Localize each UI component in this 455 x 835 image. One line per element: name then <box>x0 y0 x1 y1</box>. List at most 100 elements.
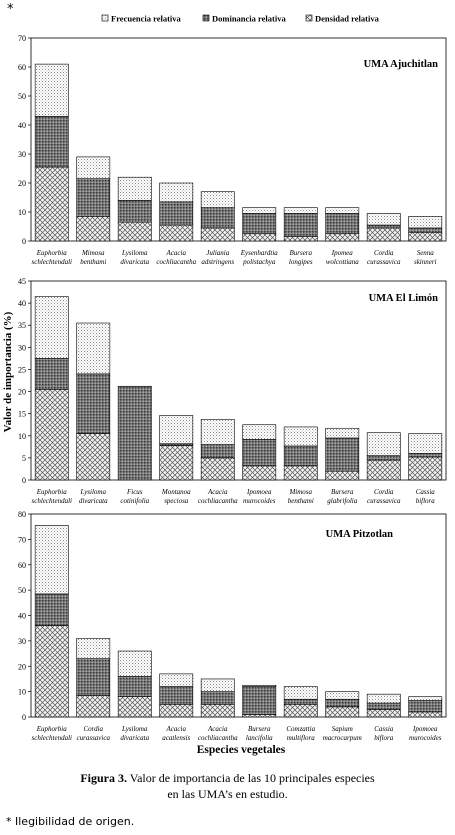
bar-segment <box>325 213 360 235</box>
bar-segment <box>34 593 69 626</box>
y-tick-label: 25 <box>18 365 26 374</box>
bar-segment <box>283 445 318 467</box>
figure-caption: Figura 3. Valor de importancia de las 10… <box>0 770 455 802</box>
legend-swatch <box>305 14 313 22</box>
bar-segment <box>325 691 360 700</box>
caption-label: Figura 3. <box>80 771 127 785</box>
x-tick-label: acatlensis <box>162 734 190 742</box>
bar-segment <box>408 456 443 481</box>
y-tick-label: 45 <box>18 277 26 286</box>
x-tick-label: benthami <box>80 258 106 266</box>
bar-segment <box>283 207 318 214</box>
chart-panel-3: 0 10 20 30 40 50 60 70 80 UMA Pitzotlan Euphorbias… <box>18 510 447 742</box>
x-tick-label: Euphorbia <box>36 488 67 496</box>
bar-segment <box>159 704 194 718</box>
bar-segment <box>76 433 111 481</box>
x-tick-label: murocoides <box>409 734 442 742</box>
x-tick-label: biflora <box>416 497 436 505</box>
x-tick-label: divaricata <box>120 734 149 742</box>
x-tick-label: Cordia <box>374 249 394 257</box>
caption-line2: en las UMA’s en estudio. <box>167 787 288 801</box>
bar-segment <box>283 704 318 718</box>
x-tick-label: Comzattia <box>286 725 315 733</box>
x-tick-label: Ficus <box>126 488 143 496</box>
bar-segment <box>76 156 111 179</box>
legend-label: Frecuencia relativa <box>111 14 182 24</box>
chart-title: UMA El Limón <box>369 293 439 304</box>
x-tick-label: biflora <box>374 734 394 742</box>
bar-segment <box>408 696 443 701</box>
x-tick-label: macrocarpum <box>323 734 362 742</box>
x-tick-label: Bursera <box>248 725 271 733</box>
bar-segment <box>76 178 111 217</box>
x-tick-label: schlechtendali <box>32 497 72 505</box>
x-tick-label: schlechtendali <box>32 734 72 742</box>
bar-segment <box>283 698 318 705</box>
x-tick-label: Cassia <box>374 725 394 733</box>
bar-segment <box>242 213 277 235</box>
bar-segment <box>34 525 69 595</box>
y-tick-label: 10 <box>18 432 26 441</box>
y-tick-label: 80 <box>18 510 26 519</box>
x-tick-label: Acacia <box>207 488 228 496</box>
y-tick-label: 50 <box>18 92 26 101</box>
bar-segment <box>200 704 235 718</box>
chart-title: UMA Pitzotlan <box>326 529 394 540</box>
y-tick-label: 70 <box>18 34 26 43</box>
x-tick-label: Ipomoea <box>412 725 438 733</box>
bar-segment <box>366 693 401 704</box>
bar-segment <box>283 213 318 237</box>
bar-segment <box>117 696 152 718</box>
bar-segment <box>200 191 235 208</box>
legend-swatch <box>101 14 109 22</box>
x-tick-label: Euphorbia <box>36 249 67 257</box>
x-axis-label: Especies vegetales <box>197 744 286 756</box>
bar-segment <box>366 702 401 710</box>
y-tick-label: 70 <box>18 535 26 544</box>
legend-label: Dominancia relativa <box>212 14 286 24</box>
x-tick-label: Bursera <box>331 488 354 496</box>
bar-segment <box>34 116 69 168</box>
x-tick-label: cochliacantha <box>198 734 238 742</box>
bar-segment <box>242 207 277 214</box>
y-tick-label: 30 <box>18 343 26 352</box>
x-tick-label: Acacia <box>207 725 228 733</box>
y-tick-label: 50 <box>18 586 26 595</box>
bar-segment <box>366 709 401 718</box>
bar-segment <box>76 322 111 375</box>
bar-segment <box>200 691 235 705</box>
bar-segment <box>200 457 235 481</box>
bar-segment <box>242 714 277 718</box>
bar-segment <box>159 673 194 687</box>
x-tick-label: Acacia <box>166 249 187 257</box>
y-tick-label: 60 <box>18 63 26 72</box>
bar-segment <box>325 437 360 472</box>
bar-segment <box>76 216 111 242</box>
bar-segment <box>34 296 69 359</box>
bar-segment <box>76 695 111 718</box>
y-tick-label: 0 <box>22 713 26 722</box>
x-tick-label: adstringens <box>201 258 234 266</box>
x-tick-label: Sapium <box>332 725 353 733</box>
bar-segment <box>34 358 69 390</box>
bar-segment <box>34 389 69 481</box>
bar-segment <box>325 427 360 439</box>
x-tick-label: Cordia <box>83 725 103 733</box>
y-tick-label: 35 <box>18 321 26 330</box>
legend-label: Densidad relativa <box>315 14 380 24</box>
bar-segment <box>366 455 401 461</box>
x-tick-label: murocoides <box>243 497 276 505</box>
bar-segment <box>200 207 235 229</box>
bar-segment <box>159 224 194 242</box>
bar-segment <box>242 465 277 481</box>
y-tick-label: 30 <box>18 150 26 159</box>
bar-segment <box>242 686 277 715</box>
bar-segment <box>159 445 194 481</box>
bar-segment <box>117 176 152 201</box>
bar-segment <box>117 200 152 223</box>
bar-segment <box>366 432 401 456</box>
x-tick-label: longipes <box>289 258 313 266</box>
y-tick-label: 40 <box>18 612 26 621</box>
